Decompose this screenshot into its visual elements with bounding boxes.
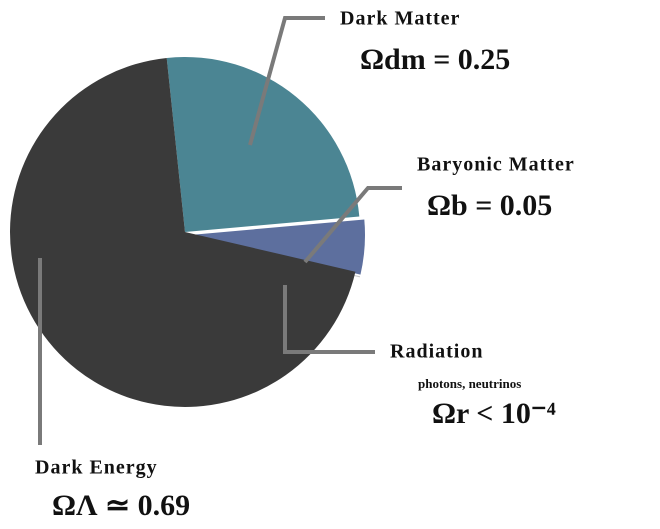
category-label: Baryonic Matter	[417, 154, 575, 176]
value-label: Ωdm = 0.25	[360, 43, 510, 76]
pie	[9, 57, 365, 407]
leader-line	[303, 186, 402, 264]
pie-slice	[190, 219, 365, 275]
pie-slice	[9, 57, 356, 407]
labels: Dark Matter Ωdm = 0.25 Baryonic Matter Ωb =…	[35, 8, 575, 522]
value-label: Ωr < 10⁻⁴	[432, 397, 556, 430]
value-label: Ωb = 0.05	[427, 189, 552, 222]
category-label: Dark Matter	[340, 8, 460, 30]
leader-line	[248, 16, 325, 146]
category-label: Dark Energy	[35, 457, 158, 479]
category-label: Radiation	[390, 341, 483, 363]
leader-line	[283, 285, 375, 354]
pie-slice	[166, 57, 360, 233]
value-label: ΩΛ ≃ 0.69	[52, 489, 190, 522]
sub-label: photons, neutrinos	[418, 376, 521, 391]
